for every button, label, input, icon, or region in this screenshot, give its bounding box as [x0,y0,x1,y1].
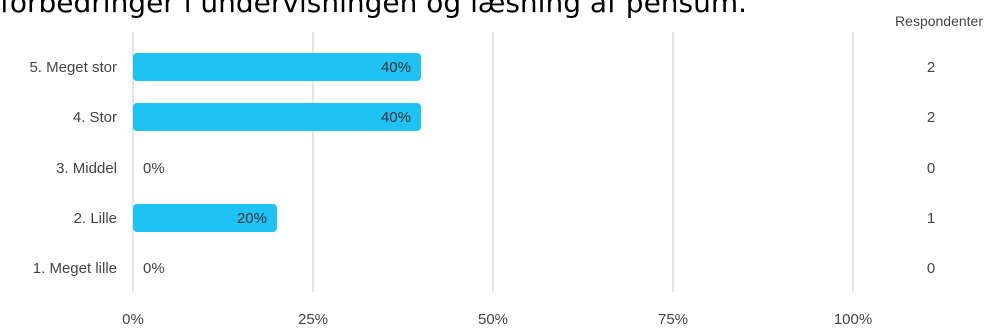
respondent-count: 2 [927,59,935,76]
data-label: 40% [381,109,411,126]
respondent-count: 0 [927,160,935,177]
bar [133,103,421,131]
data-label: 40% [381,59,411,76]
respondent-count: 0 [927,260,935,277]
x-tick-label: 75% [658,311,688,328]
category-label: 1. Meget lille [33,260,117,277]
category-label: 5. Meget stor [29,59,117,76]
category-label: 4. Stor [73,109,117,126]
category-label: 2. Lille [74,210,117,227]
bar [133,53,421,81]
data-label: 0% [143,260,165,277]
x-tick-label: 50% [478,311,508,328]
category-label: 3. Middel [56,160,117,177]
x-tick-label: 100% [834,311,872,328]
x-tick-label: 25% [298,311,328,328]
data-label: 20% [237,210,267,227]
data-label: 0% [143,160,165,177]
respondent-count: 2 [927,109,935,126]
respondent-count: 1 [927,210,935,227]
x-tick-label: 0% [122,311,144,328]
